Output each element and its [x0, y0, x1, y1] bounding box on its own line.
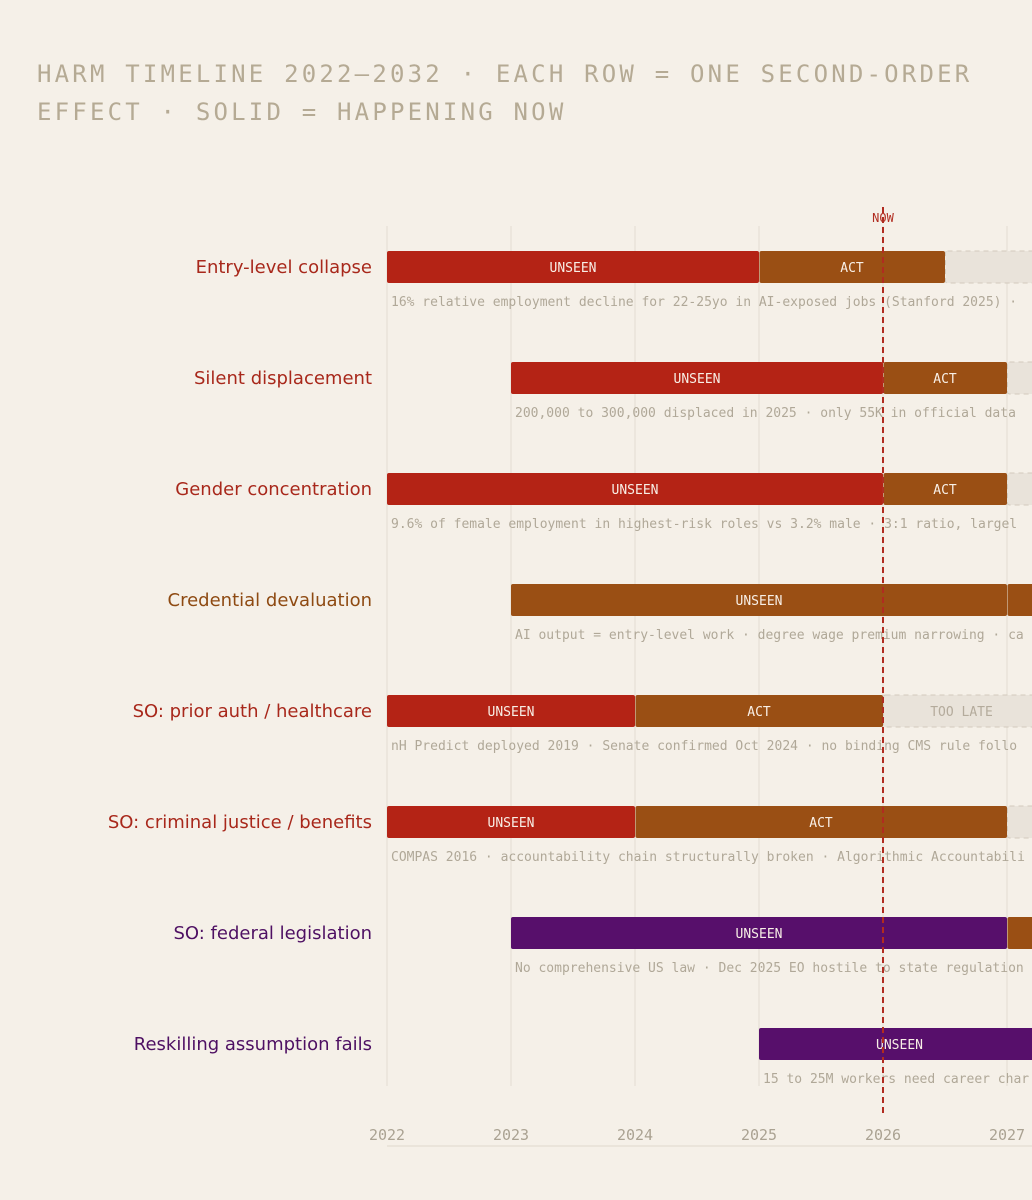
bar-segment-label: ACT [747, 705, 771, 720]
row-label: Credential devaluation [168, 590, 372, 611]
row-note: COMPAS 2016 · accountability chain struc… [391, 850, 1025, 865]
bar-segment [1007, 472, 1032, 506]
bar-segment [883, 362, 1007, 394]
bar-segment [387, 695, 635, 727]
row-note: 9.6% of female employment in highest-ris… [391, 517, 1017, 532]
bar-segment-label: ACT [809, 816, 833, 831]
x-tick-label: 2026 [865, 1126, 901, 1144]
bar-segment [635, 806, 1007, 838]
row-note: AI output = entry-level work · degree wa… [515, 628, 1024, 643]
now-label: NOW [872, 211, 894, 225]
bar-segment-label: UNSEEN [736, 927, 783, 942]
bar-segment [387, 806, 635, 838]
bar-segment-label: UNSEEN [612, 483, 659, 498]
bar-segment [1007, 917, 1032, 949]
bar-segment [387, 473, 883, 505]
bar-segment-label: ACT [840, 261, 864, 276]
chart-title-line-2: EFFECT · SOLID = HAPPENING NOW [37, 98, 567, 126]
row-note: 16% relative employment decline for 22-2… [391, 295, 1017, 310]
bar-segment-label: TOO LATE [930, 705, 993, 720]
bar-segment [387, 251, 759, 283]
x-tick-label: 2022 [369, 1126, 405, 1144]
row-note: nH Predict deployed 2019 · Senate confir… [391, 739, 1017, 754]
x-tick-label: 2027 [989, 1126, 1025, 1144]
row-note: No comprehensive US law · Dec 2025 EO ho… [515, 961, 1024, 976]
bar-segment-label: UNSEEN [550, 261, 597, 276]
row-note: 200,000 to 300,000 displaced in 2025 · o… [515, 406, 1016, 421]
bar-segment-label: ACT [933, 372, 957, 387]
bar-segment [883, 473, 1007, 505]
bar-segment [759, 251, 945, 283]
bar-segment [759, 1028, 1032, 1060]
bar-segment-label: UNSEEN [674, 372, 721, 387]
chart-title-line-1: HARM TIMELINE 2022–2032 · EACH ROW = ONE… [37, 60, 973, 88]
row-label: SO: prior auth / healthcare [133, 701, 372, 722]
row-label: Reskilling assumption fails [134, 1034, 372, 1055]
bar-segment [511, 362, 883, 394]
bar-segment [1007, 361, 1032, 395]
x-tick-label: 2025 [741, 1126, 777, 1144]
row-label: SO: federal legislation [173, 923, 372, 944]
bar-segment [1007, 584, 1032, 616]
bar-segment-label: UNSEEN [488, 705, 535, 720]
row-label: SO: criminal justice / benefits [108, 812, 372, 833]
bar-segment [635, 695, 883, 727]
bar-segment-label: UNSEEN [736, 594, 783, 609]
bar-segment [945, 250, 1032, 284]
row-label: Gender concentration [175, 479, 372, 500]
bar-segment [1007, 805, 1032, 839]
bar-segment-label: UNSEEN [876, 1038, 923, 1053]
bar-segment-label: UNSEEN [488, 816, 535, 831]
chart-title: HARM TIMELINE 2022–2032 · EACH ROW = ONE… [37, 55, 1017, 131]
row-label: Silent displacement [194, 368, 372, 389]
row-note: 15 to 25M workers need career char [763, 1072, 1029, 1087]
row-label: Entry-level collapse [196, 257, 372, 278]
x-tick-label: 2023 [493, 1126, 529, 1144]
bar-segment-label: ACT [933, 483, 957, 498]
x-tick-label: 2024 [617, 1126, 653, 1144]
